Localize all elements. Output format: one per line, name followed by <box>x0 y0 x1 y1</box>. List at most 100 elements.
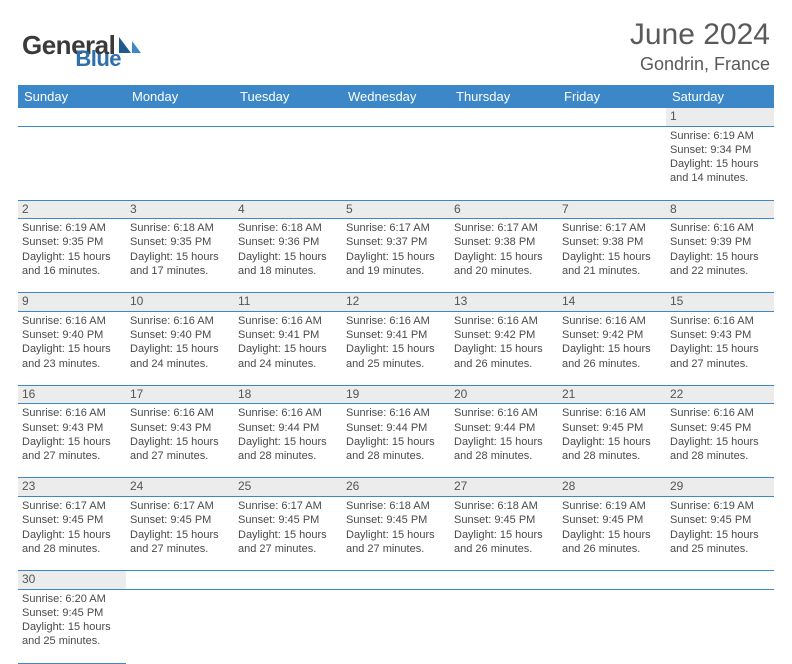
sunset-text: Sunset: 9:44 PM <box>454 421 554 435</box>
day-cell <box>450 126 558 200</box>
day-number: 15 <box>666 293 774 312</box>
daylight-text: Daylight: 15 hours and 26 minutes. <box>454 342 554 371</box>
day-number: 4 <box>234 200 342 219</box>
day-cell <box>666 589 774 663</box>
sunrise-text: Sunrise: 6:18 AM <box>454 499 554 513</box>
sunrise-text: Sunrise: 6:19 AM <box>670 499 770 513</box>
day-number <box>450 108 558 126</box>
sunrise-text: Sunrise: 6:19 AM <box>22 221 122 235</box>
day-number: 17 <box>126 385 234 404</box>
daylight-text: Daylight: 15 hours and 27 minutes. <box>130 528 230 557</box>
daylight-text: Daylight: 15 hours and 21 minutes. <box>562 250 662 279</box>
day-cell: Sunrise: 6:19 AMSunset: 9:35 PMDaylight:… <box>18 219 126 293</box>
sunrise-text: Sunrise: 6:17 AM <box>346 221 446 235</box>
day-cell <box>234 126 342 200</box>
day-number: 25 <box>234 478 342 497</box>
daylight-text: Daylight: 15 hours and 17 minutes. <box>130 250 230 279</box>
sunrise-text: Sunrise: 6:19 AM <box>670 129 770 143</box>
daylight-text: Daylight: 15 hours and 24 minutes. <box>238 342 338 371</box>
day-number <box>126 570 234 589</box>
day-cell: Sunrise: 6:19 AMSunset: 9:34 PMDaylight:… <box>666 126 774 200</box>
sunset-text: Sunset: 9:44 PM <box>238 421 338 435</box>
sunrise-text: Sunrise: 6:16 AM <box>562 406 662 420</box>
daylight-text: Daylight: 15 hours and 28 minutes. <box>670 435 770 464</box>
sunrise-text: Sunrise: 6:17 AM <box>238 499 338 513</box>
day-number <box>126 108 234 126</box>
day-number <box>18 108 126 126</box>
day-cell <box>450 589 558 663</box>
sunset-text: Sunset: 9:40 PM <box>130 328 230 342</box>
day-number <box>666 570 774 589</box>
calendar-table: Sunday Monday Tuesday Wednesday Thursday… <box>18 85 774 664</box>
week-row: Sunrise: 6:19 AMSunset: 9:35 PM Daylight:… <box>18 219 774 293</box>
sunrise-text: Sunrise: 6:16 AM <box>670 406 770 420</box>
sunrise-text: Sunrise: 6:16 AM <box>670 314 770 328</box>
sunset-text: Sunset: 9:38 PM <box>562 235 662 249</box>
sunrise-text: Sunrise: 6:17 AM <box>130 499 230 513</box>
daylight-text: Daylight: 15 hours and 26 minutes. <box>454 528 554 557</box>
day-number: 28 <box>558 478 666 497</box>
sunrise-text: Sunrise: 6:16 AM <box>238 314 338 328</box>
sunset-text: Sunset: 9:43 PM <box>670 328 770 342</box>
sunrise-text: Sunrise: 6:16 AM <box>346 314 446 328</box>
daylight-text: Daylight: 15 hours and 28 minutes. <box>22 528 122 557</box>
day-number: 16 <box>18 385 126 404</box>
day-cell <box>18 126 126 200</box>
day-cell: Sunrise: 6:16 AMSunset: 9:42 PMDaylight:… <box>450 311 558 385</box>
daylight-text: Daylight: 15 hours and 20 minutes. <box>454 250 554 279</box>
day-cell: Sunrise: 6:16 AMSunset: 9:44 PMDaylight:… <box>342 404 450 478</box>
sunrise-text: Sunrise: 6:16 AM <box>562 314 662 328</box>
day-number-row: 2345678 <box>18 200 774 219</box>
week-row: Sunrise: 6:20 AMSunset: 9:45 PMDaylight:… <box>18 589 774 663</box>
sunrise-text: Sunrise: 6:18 AM <box>346 499 446 513</box>
day-cell: Sunrise: 6:17 AMSunset: 9:45 PMDaylight:… <box>234 496 342 570</box>
sunset-text: Sunset: 9:45 PM <box>454 513 554 527</box>
day-cell: Sunrise: 6:16 AMSunset: 9:41 PMDaylight:… <box>342 311 450 385</box>
day-number: 7 <box>558 200 666 219</box>
day-cell: Sunrise: 6:19 AMSunset: 9:45 PMDaylight:… <box>558 496 666 570</box>
daylight-text: Daylight: 15 hours and 18 minutes. <box>238 250 338 279</box>
sunrise-text: Sunrise: 6:17 AM <box>562 221 662 235</box>
day-number: 14 <box>558 293 666 312</box>
day-number: 3 <box>126 200 234 219</box>
week-row: Sunrise: 6:19 AMSunset: 9:34 PMDaylight:… <box>18 126 774 200</box>
month-title: June 2024 <box>630 18 770 52</box>
day-number: 29 <box>666 478 774 497</box>
day-cell: Sunrise: 6:18 AMSunset: 9:45 PMDaylight:… <box>342 496 450 570</box>
day-number: 21 <box>558 385 666 404</box>
sunset-text: Sunset: 9:45 PM <box>130 513 230 527</box>
day-cell: Sunrise: 6:16 AMSunset: 9:44 PMDaylight:… <box>450 404 558 478</box>
daylight-text: Daylight: 15 hours and 27 minutes. <box>22 435 122 464</box>
sunset-text: Sunset: 9:40 PM <box>22 328 122 342</box>
daylight-text: Daylight: 15 hours and 19 minutes. <box>346 250 446 279</box>
day-number <box>342 108 450 126</box>
day-cell <box>558 589 666 663</box>
day-cell <box>342 126 450 200</box>
day-cell: Sunrise: 6:17 AMSunset: 9:38 PMDaylight:… <box>450 219 558 293</box>
sunset-text: Sunset: 9:45 PM <box>22 513 122 527</box>
week-row: Sunrise: 6:17 AMSunset: 9:45 PMDaylight:… <box>18 496 774 570</box>
col-thu: Thursday <box>450 85 558 108</box>
daylight-text: Daylight: 15 hours and 27 minutes. <box>670 342 770 371</box>
day-cell: Sunrise: 6:18 AMSunset: 9:35 PMDaylight:… <box>126 219 234 293</box>
col-wed: Wednesday <box>342 85 450 108</box>
sunset-text: Sunset: 9:37 PM <box>346 235 446 249</box>
day-cell: Sunrise: 6:17 AMSunset: 9:38 PMDaylight:… <box>558 219 666 293</box>
day-cell: Sunrise: 6:17 AMSunset: 9:45 PMDaylight:… <box>18 496 126 570</box>
day-number: 13 <box>450 293 558 312</box>
day-number-row: 23242526272829 <box>18 478 774 497</box>
sunset-text: Sunset: 9:44 PM <box>346 421 446 435</box>
daylight-text: Daylight: 15 hours and 28 minutes. <box>562 435 662 464</box>
day-cell: Sunrise: 6:16 AMSunset: 9:43 PMDaylight:… <box>666 311 774 385</box>
day-number-row: 30 <box>18 570 774 589</box>
day-number: 27 <box>450 478 558 497</box>
col-tue: Tuesday <box>234 85 342 108</box>
sunset-text: Sunset: 9:45 PM <box>562 513 662 527</box>
sunset-text: Sunset: 9:35 PM <box>22 235 122 249</box>
sunrise-text: Sunrise: 6:16 AM <box>346 406 446 420</box>
day-number: 1 <box>666 108 774 126</box>
daylight-text: Daylight: 15 hours and 28 minutes. <box>238 435 338 464</box>
brand-logo: General Blue <box>22 18 121 72</box>
day-number-row: 16171819202122 <box>18 385 774 404</box>
sunset-text: Sunset: 9:41 PM <box>238 328 338 342</box>
